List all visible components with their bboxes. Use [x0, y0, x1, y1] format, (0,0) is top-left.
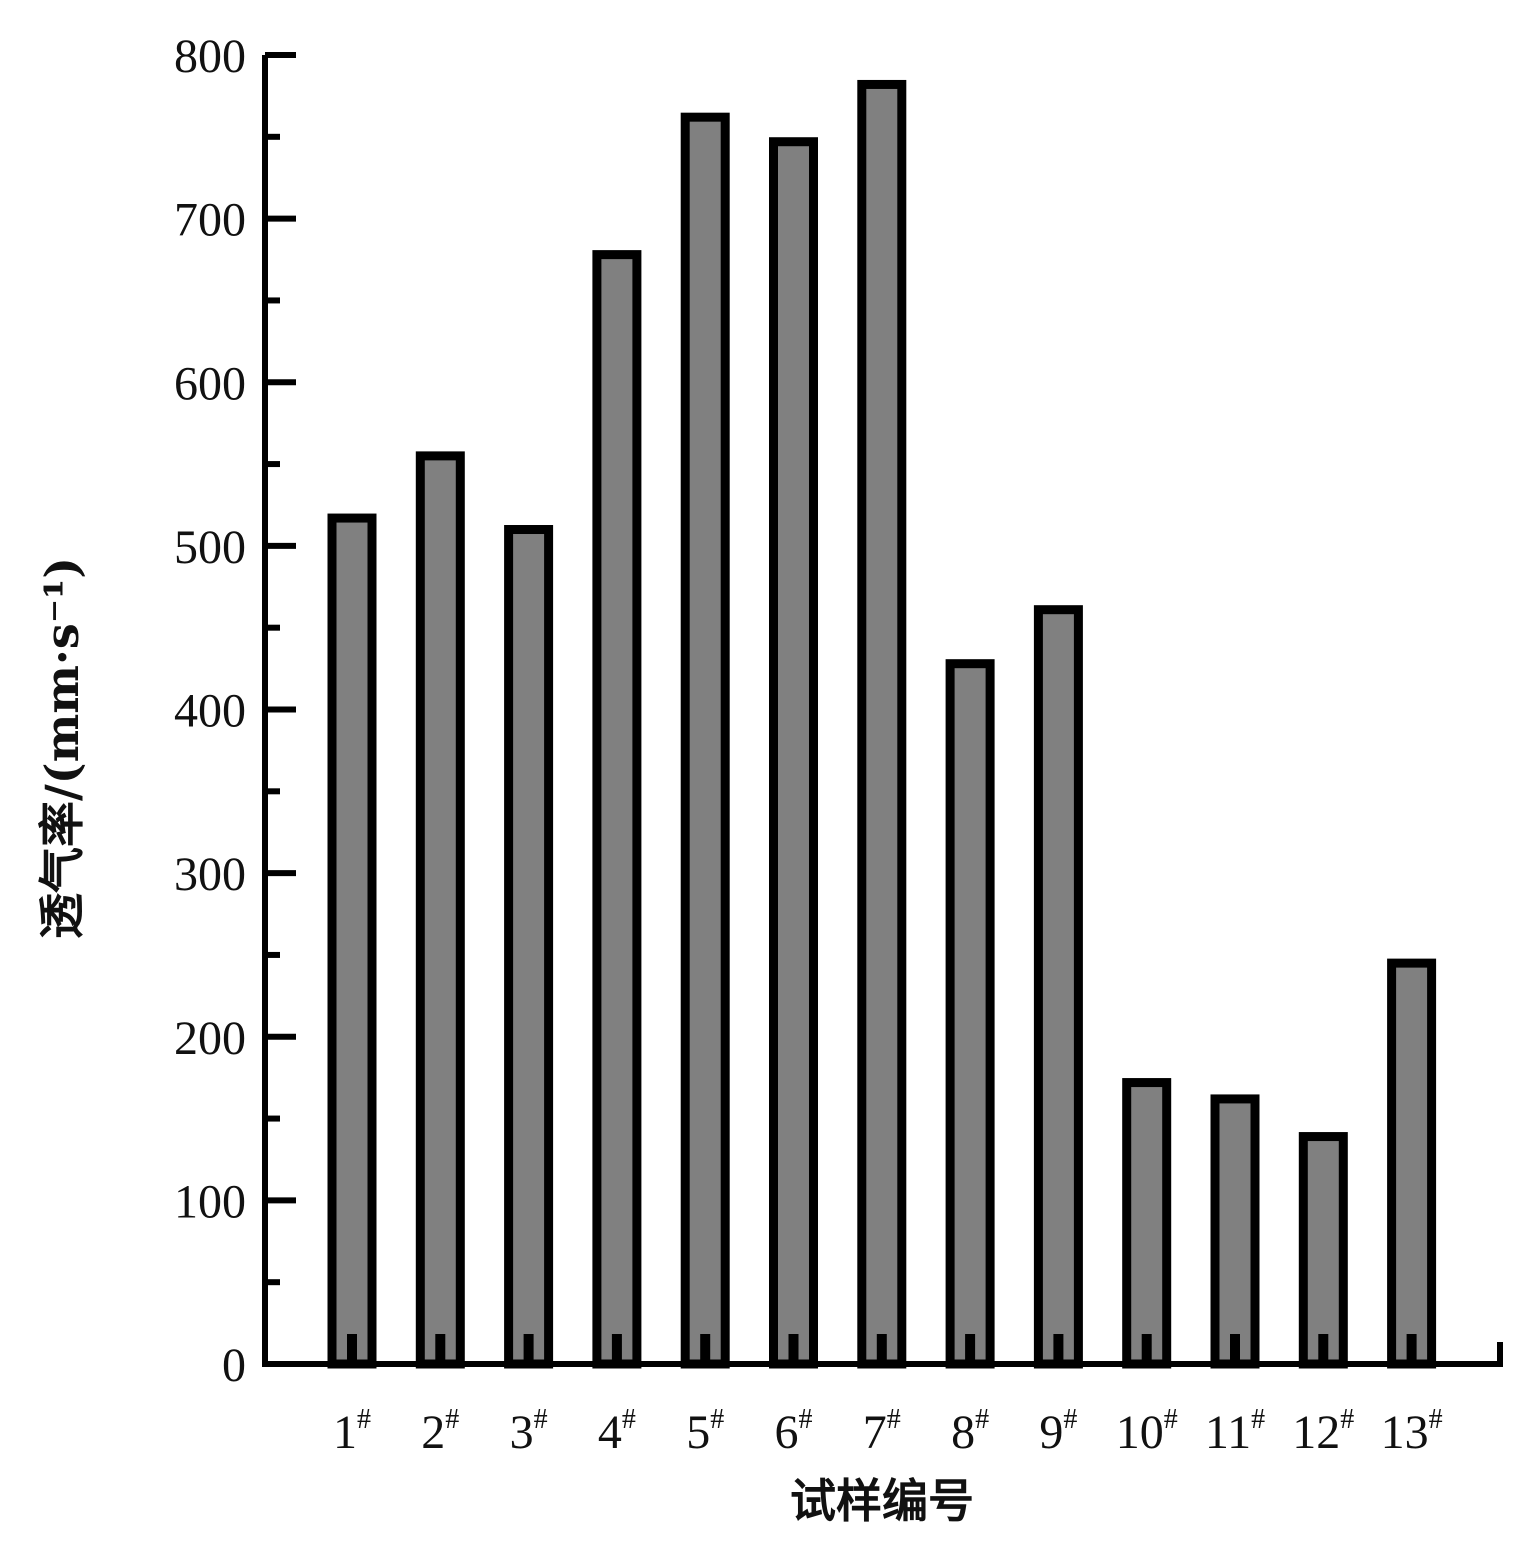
y-axis-title: 透气率/(mm·s⁻¹) — [35, 557, 89, 939]
x-tick-number: 1 — [333, 1406, 357, 1459]
bar-base-tick — [435, 1334, 446, 1364]
x-tick-number: 9 — [1039, 1406, 1063, 1459]
x-tick-label: 6# — [775, 1404, 813, 1459]
bar-2 — [415, 451, 465, 1369]
x-tick-superscript: # — [1063, 1404, 1077, 1435]
x-tick-number: 6 — [775, 1406, 799, 1459]
bar-base-tick — [1318, 1334, 1329, 1364]
y-ticks-group: 0 100 200 300 400 500 600 700 800 — [174, 30, 296, 1392]
x-tick-label: 5# — [686, 1404, 724, 1459]
bar-1 — [327, 513, 377, 1369]
x-tick-number: 7 — [863, 1406, 887, 1459]
y-tick-label: 100 — [174, 1175, 246, 1228]
x-tick-superscript: # — [1429, 1404, 1443, 1435]
x-tick-superscript: # — [534, 1404, 548, 1435]
x-tick-number: 11 — [1205, 1406, 1251, 1459]
bar-base-tick — [611, 1334, 622, 1364]
y-tick-label: 0 — [222, 1339, 246, 1392]
bar-6 — [769, 137, 818, 1369]
bars-group — [327, 79, 1437, 1369]
bar-base-tick — [965, 1334, 976, 1364]
x-tick-label: 11# — [1205, 1404, 1265, 1459]
bar-8 — [945, 659, 995, 1369]
x-tick-number: 2 — [421, 1406, 445, 1459]
x-tick-label: 2# — [421, 1404, 459, 1459]
y-tick-label: 700 — [174, 194, 246, 247]
bar-base-tick — [1406, 1334, 1417, 1364]
x-tick-superscript: # — [622, 1404, 636, 1435]
x-tick-label: 4# — [598, 1404, 636, 1459]
x-tick-superscript: # — [799, 1404, 813, 1435]
x-tick-number: 4 — [598, 1406, 622, 1459]
x-tick-label: 12# — [1292, 1404, 1354, 1459]
bar-base-tick — [788, 1334, 799, 1364]
bar-base-tick — [1053, 1334, 1064, 1364]
bar-10 — [1122, 1078, 1172, 1369]
y-tick-label: 500 — [174, 521, 246, 574]
x-tick-superscript: # — [1164, 1404, 1178, 1435]
x-tick-superscript: # — [357, 1404, 371, 1435]
x-tick-number: 12 — [1292, 1406, 1340, 1459]
y-tick-label: 400 — [174, 685, 246, 738]
x-tick-superscript: # — [1340, 1404, 1354, 1435]
x-tick-label: 10# — [1116, 1404, 1178, 1459]
x-axis-title: 试样编号 — [790, 1474, 974, 1528]
x-tick-label: 3# — [510, 1404, 548, 1459]
x-tick-number: 3 — [510, 1406, 534, 1459]
x-tick-number: 8 — [951, 1406, 975, 1459]
bar-base-tick — [700, 1334, 711, 1364]
bar-11 — [1210, 1094, 1260, 1369]
bar-9 — [1033, 605, 1083, 1369]
bar-4 — [592, 250, 642, 1369]
x-tick-superscript: # — [975, 1404, 989, 1435]
x-tick-number: 10 — [1116, 1406, 1164, 1459]
bar-12 — [1298, 1132, 1348, 1369]
y-tick-label: 800 — [174, 30, 246, 83]
bar-13 — [1387, 958, 1437, 1369]
y-tick-label: 300 — [174, 848, 246, 901]
bar-base-tick — [523, 1334, 534, 1364]
x-tick-label: 13# — [1381, 1404, 1443, 1459]
x-tick-label: 7# — [863, 1404, 901, 1459]
bar-base-tick — [347, 1334, 357, 1364]
bar-5 — [680, 112, 730, 1369]
x-tick-label: 8# — [951, 1404, 989, 1459]
x-tick-superscript: # — [887, 1404, 901, 1435]
x-tick-label: 1# — [333, 1404, 371, 1459]
x-tick-superscript: # — [1251, 1404, 1265, 1435]
y-tick-label: 200 — [174, 1012, 246, 1065]
x-tick-label: 9# — [1039, 1404, 1077, 1459]
x-tick-number: 13 — [1381, 1406, 1429, 1459]
y-tick-label: 600 — [174, 357, 246, 410]
x-tick-number: 5 — [686, 1406, 710, 1459]
bar-3 — [504, 525, 554, 1369]
bar-base-tick — [1230, 1334, 1240, 1364]
x-tick-superscript: # — [445, 1404, 459, 1435]
x-tick-superscript: # — [710, 1404, 724, 1435]
bar-7 — [857, 79, 907, 1369]
bar-base-tick — [1141, 1334, 1152, 1364]
bar-base-tick — [876, 1334, 887, 1364]
x-labels-group: 1# 2# 3# 4# 5# 6# 7# 8# 9# 10# 11# 12# 13# — [333, 1404, 1443, 1459]
